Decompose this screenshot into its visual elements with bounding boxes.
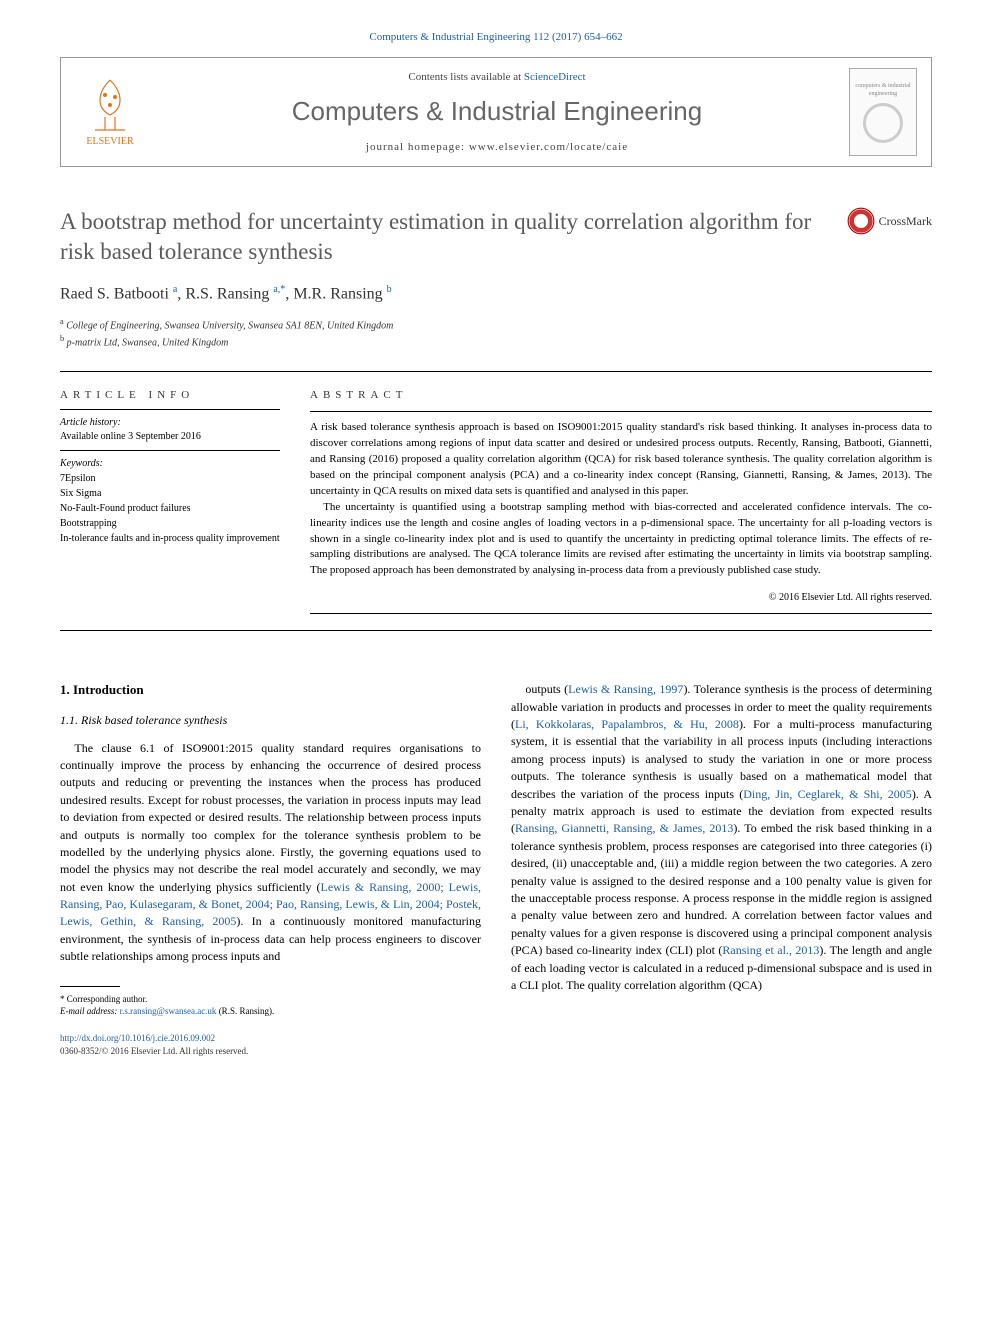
homepage-prefix: journal homepage:	[366, 141, 469, 153]
body-col-left: 1. Introduction 1.1. Risk based toleranc…	[60, 681, 481, 1058]
article-info-col: ARTICLE INFO Article history: Available …	[60, 388, 280, 623]
abstract-p2: The uncertainty is quantified using a bo…	[310, 500, 932, 580]
citation-line: Computers & Industrial Engineering 112 (…	[60, 30, 932, 45]
crossmark-label: CrossMark	[879, 213, 932, 230]
email-suffix: (R.S. Ransing).	[216, 1006, 274, 1016]
doi-block: http://dx.doi.org/10.1016/j.cie.2016.09.…	[60, 1032, 481, 1058]
authors-line: Raed S. Batbooti a, R.S. Ransing a,*, M.…	[60, 283, 932, 306]
header-center: Contents lists available at ScienceDirec…	[145, 70, 849, 155]
contents-available-line: Contents lists available at ScienceDirec…	[145, 70, 849, 85]
abstract-heading: ABSTRACT	[310, 388, 932, 403]
footnote-separator	[60, 986, 120, 987]
elsevier-label: ELSEVIER	[86, 135, 133, 149]
doi-link[interactable]: http://dx.doi.org/10.1016/j.cie.2016.09.…	[60, 1032, 481, 1045]
homepage-url[interactable]: www.elsevier.com/locate/caie	[469, 141, 628, 153]
subsection-heading: 1.1. Risk based tolerance synthesis	[60, 712, 481, 729]
corresponding-author-note: * Corresponding author.	[60, 993, 481, 1006]
crossmark-badge[interactable]: CrossMark	[847, 207, 932, 235]
abstract-p1: A risk based tolerance synthesis approac…	[310, 420, 932, 500]
abstract-col: ABSTRACT A risk based tolerance synthesi…	[310, 388, 932, 623]
rule-top	[60, 371, 932, 372]
body-columns: 1. Introduction 1.1. Risk based toleranc…	[60, 681, 932, 1058]
journal-name: Computers & Industrial Engineering	[145, 93, 849, 129]
contents-prefix: Contents lists available at	[408, 71, 523, 83]
email-label: E-mail address:	[60, 1006, 120, 1016]
info-abstract-row: ARTICLE INFO Article history: Available …	[60, 388, 932, 623]
article-info-heading: ARTICLE INFO	[60, 388, 280, 403]
abstract-copyright: © 2016 Elsevier Ltd. All rights reserved…	[310, 591, 932, 605]
body-p-left: The clause 6.1 of ISO9001:2015 quality s…	[60, 740, 481, 966]
issn-line: 0360-8352/© 2016 Elsevier Ltd. All right…	[60, 1045, 481, 1058]
history-line: Available online 3 September 2016	[60, 430, 280, 444]
email-link[interactable]: r.s.ransing@swansea.ac.uk	[120, 1006, 217, 1016]
history-label: Article history:	[60, 416, 280, 430]
email-line: E-mail address: r.s.ransing@swansea.ac.u…	[60, 1005, 481, 1018]
section-heading: 1. Introduction	[60, 681, 481, 700]
journal-homepage-line: journal homepage: www.elsevier.com/locat…	[145, 140, 849, 155]
title-row: A bootstrap method for uncertainty estim…	[60, 207, 932, 267]
elsevier-tree-icon	[85, 75, 135, 135]
keywords-list: 7EpsilonSix SigmaNo-Fault-Found product …	[60, 471, 280, 546]
elsevier-logo: ELSEVIER	[75, 75, 145, 149]
sciencedirect-link[interactable]: ScienceDirect	[524, 71, 586, 83]
journal-header-box: ELSEVIER Contents lists available at Sci…	[60, 57, 932, 167]
body-col-right: outputs (Lewis & Ransing, 1997). Toleran…	[511, 681, 932, 1058]
body-p-right: outputs (Lewis & Ransing, 1997). Toleran…	[511, 681, 932, 994]
article-title: A bootstrap method for uncertainty estim…	[60, 207, 847, 267]
rule-bottom	[60, 630, 932, 631]
thumb-label: computers & industrial engineering	[853, 82, 913, 99]
thumb-graphic	[863, 103, 903, 143]
footnotes: * Corresponding author. E-mail address: …	[60, 993, 481, 1018]
keywords-label: Keywords:	[60, 457, 280, 471]
crossmark-icon	[847, 207, 875, 235]
abstract-text: A risk based tolerance synthesis approac…	[310, 420, 932, 579]
journal-cover-thumbnail: computers & industrial engineering	[849, 68, 917, 156]
affiliations: a College of Engineering, Swansea Univer…	[60, 316, 932, 351]
